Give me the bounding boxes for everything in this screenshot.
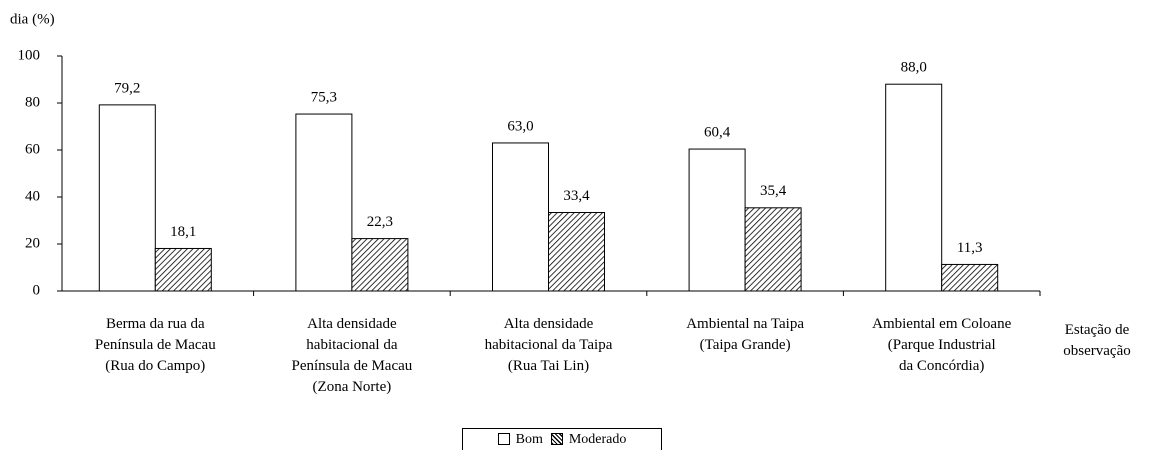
y-tick-label: 60 (25, 141, 40, 157)
bar (295, 113, 353, 292)
value-label: 60,4 (704, 124, 731, 140)
y-tick-label: 20 (25, 235, 40, 251)
value-label: 79,2 (114, 80, 140, 96)
legend-swatch (497, 433, 510, 446)
y-tick-label: 40 (25, 188, 40, 204)
bar (548, 212, 605, 292)
bar (98, 104, 156, 292)
bar (492, 142, 549, 292)
y-tick-label: 100 (18, 47, 41, 63)
legend-label: Bom (515, 431, 543, 447)
x-axis-label: Estação de observação (1063, 322, 1131, 359)
value-label: 75,3 (311, 89, 337, 105)
y-tick-label: 80 (25, 94, 40, 110)
bar (154, 247, 212, 292)
legend-swatch (550, 433, 563, 446)
value-label: 18,1 (170, 224, 196, 240)
value-label: 35,4 (760, 183, 787, 199)
value-label: 88,0 (901, 60, 927, 76)
y-tick-label: 0 (33, 282, 41, 298)
value-label: 63,0 (507, 118, 533, 134)
bar (688, 148, 746, 292)
legend-item: Moderado (550, 431, 627, 448)
legend-label: Moderado (568, 431, 627, 447)
value-label: 11,3 (957, 240, 983, 256)
legend: Bom Moderado (462, 428, 662, 450)
y-axis-label: dia (%) (10, 11, 55, 27)
bar (351, 238, 409, 292)
legend-item: Bom (497, 431, 543, 448)
x-tick-label: Ambiental na Taipa (Taipa Grande) (686, 316, 804, 353)
value-label: 22,3 (367, 214, 393, 230)
bar (941, 263, 999, 292)
bar (885, 83, 943, 292)
x-tick-label: Alta densidade habitacional da Península… (291, 316, 413, 395)
x-tick-label: Alta densidade habitacional da Taipa (Ru… (484, 316, 613, 374)
value-label: 33,4 (563, 188, 590, 204)
bar (744, 207, 802, 292)
x-tick-label: Ambiental em Coloane (Parque Industrial … (872, 316, 1012, 374)
x-tick-label: Berma da rua da Península de Macau (Rua … (94, 316, 216, 374)
